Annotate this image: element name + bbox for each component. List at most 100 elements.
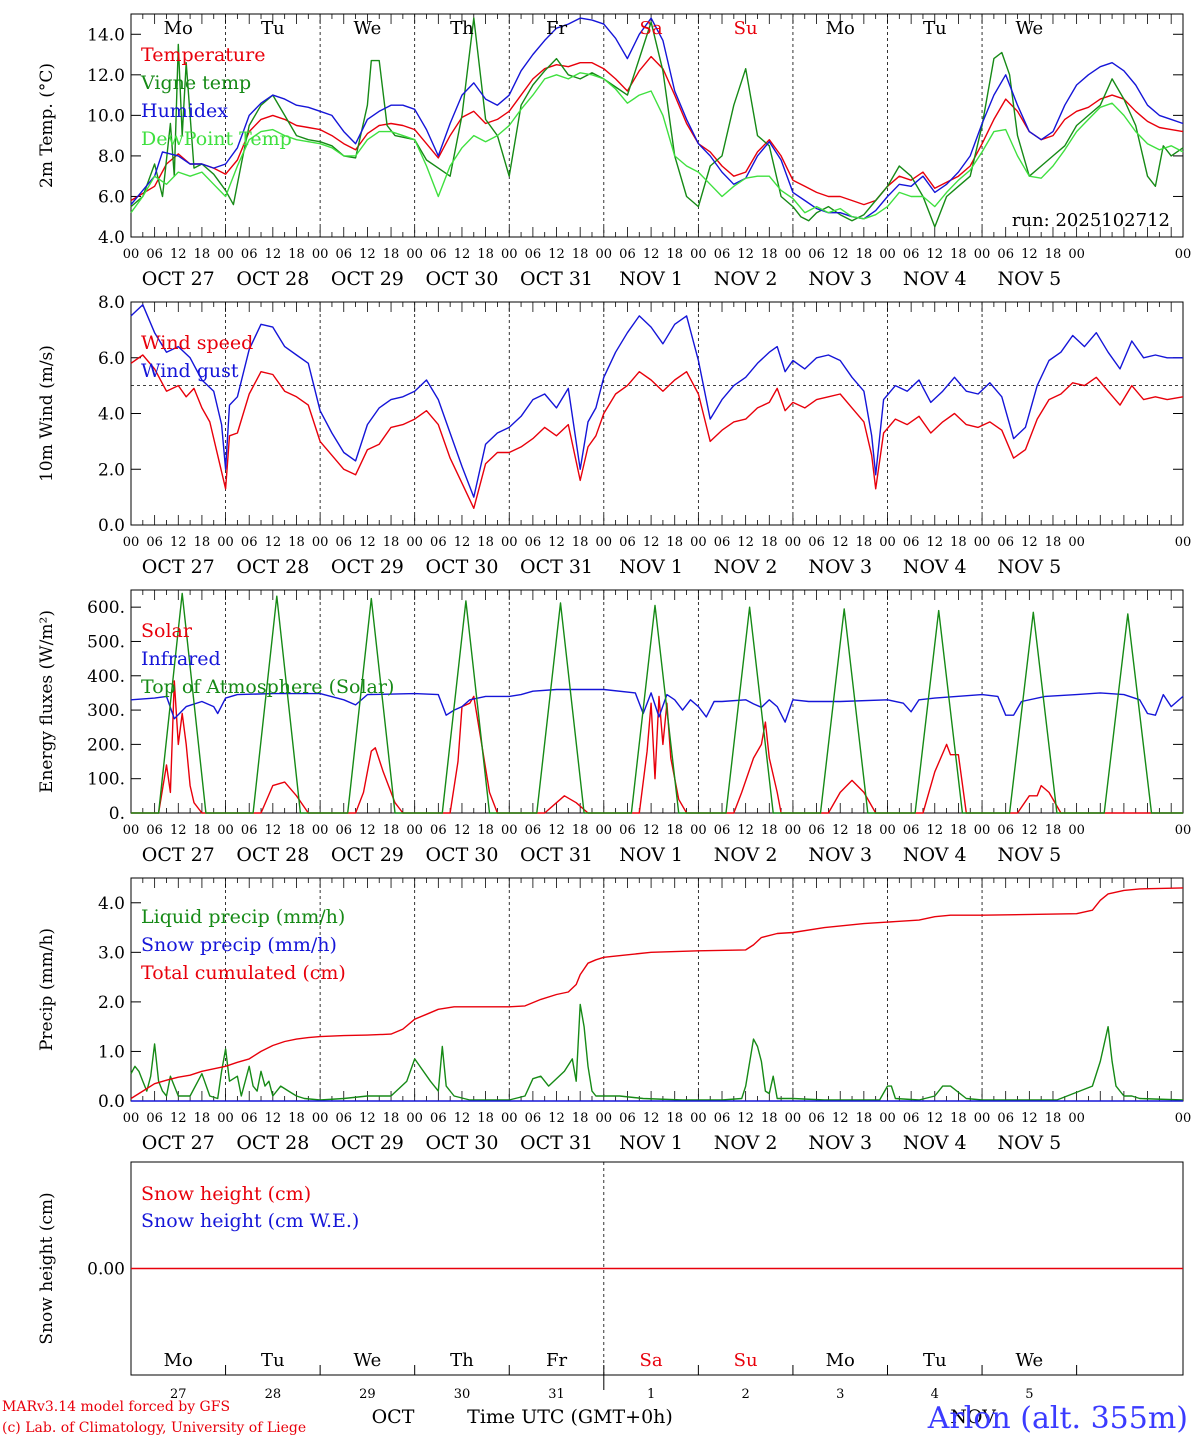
x-hour-label: 00 bbox=[1175, 1111, 1192, 1126]
x-hour-label: 00 bbox=[1068, 823, 1085, 838]
x-hour-label: 12 bbox=[737, 823, 754, 838]
day-number-label: 27 bbox=[170, 1387, 187, 1402]
x-hour-label: 00 bbox=[406, 823, 423, 838]
x-hour-label: 18 bbox=[194, 535, 211, 550]
x-hour-label: 18 bbox=[856, 247, 873, 262]
y-axis-label: 10m Wind (m/s) bbox=[37, 345, 57, 482]
x-hour-label: 00 bbox=[596, 247, 613, 262]
x-hour-label: 18 bbox=[572, 1111, 589, 1126]
x-hour-label: 12 bbox=[170, 535, 187, 550]
x-hour-label: 18 bbox=[1045, 535, 1062, 550]
x-hour-label: 06 bbox=[335, 535, 352, 550]
x-hour-label: 18 bbox=[383, 535, 400, 550]
x-hour-label: 06 bbox=[525, 1111, 542, 1126]
x-date-label: NOV 2 bbox=[714, 268, 778, 290]
x-hour-label: 12 bbox=[737, 535, 754, 550]
series-line-vigne-temp bbox=[130, 17, 1184, 228]
series-line-total-cumulated-cm- bbox=[130, 887, 1184, 1100]
y-tick-label: 0. bbox=[109, 804, 125, 824]
x-hour-label: 18 bbox=[194, 247, 211, 262]
x-hour-label: 12 bbox=[454, 1111, 471, 1126]
x-hour-label: 18 bbox=[1045, 247, 1062, 262]
y-tick-label: 400. bbox=[87, 667, 125, 687]
x-date-label: OCT 31 bbox=[520, 268, 593, 290]
x-date-label: OCT 27 bbox=[142, 1132, 215, 1154]
legend-entry: Snow precip (mm/h) bbox=[141, 934, 337, 956]
x-hour-label: 06 bbox=[903, 535, 920, 550]
x-hour-label: 06 bbox=[903, 1111, 920, 1126]
y-tick-label: 12.0 bbox=[87, 66, 125, 86]
legend-entry: Vigne temp bbox=[140, 72, 251, 94]
y-tick-label: 6.0 bbox=[98, 349, 125, 369]
x-hour-label: 12 bbox=[832, 247, 849, 262]
legend-entry: Snow height (cm) bbox=[141, 1183, 311, 1205]
x-hour-label: 00 bbox=[1068, 247, 1085, 262]
x-hour-label: 06 bbox=[997, 247, 1014, 262]
x-hour-label: 00 bbox=[501, 247, 518, 262]
x-hour-label: 00 bbox=[974, 535, 991, 550]
y-tick-label: 0.0 bbox=[98, 1092, 125, 1112]
y-axis-label: Energy fluxes (W/m²) bbox=[37, 610, 57, 793]
x-hour-label: 18 bbox=[666, 247, 683, 262]
x-hour-label: 00 bbox=[1175, 535, 1192, 550]
x-hour-label: 12 bbox=[643, 247, 660, 262]
x-date-label: OCT 30 bbox=[425, 556, 498, 578]
x-hour-label: 00 bbox=[123, 823, 140, 838]
x-hour-label: 06 bbox=[808, 823, 825, 838]
x-date-label: OCT 31 bbox=[520, 1132, 593, 1154]
x-hour-label: 06 bbox=[241, 1111, 258, 1126]
x-hour-label: 06 bbox=[335, 823, 352, 838]
x-hour-label: 18 bbox=[477, 1111, 494, 1126]
x-hour-label: 18 bbox=[761, 535, 778, 550]
x-hour-label: 18 bbox=[1045, 823, 1062, 838]
x-hour-label: 00 bbox=[1068, 1111, 1085, 1126]
x-hour-label: 06 bbox=[619, 535, 636, 550]
x-hour-label: 00 bbox=[690, 535, 707, 550]
y-tick-label: 3.0 bbox=[98, 943, 125, 963]
weekday-label-bottom: Mo bbox=[164, 1350, 193, 1371]
x-date-label: OCT 27 bbox=[142, 844, 215, 866]
panel-temperature: 4.0 6.0 8.0 10.0 12.0 14.0 2m Temp. (°C) Temper… bbox=[37, 13, 1192, 290]
x-hour-label: 00 bbox=[312, 247, 329, 262]
day-number-label: 4 bbox=[931, 1387, 939, 1402]
x-hour-label: 00 bbox=[217, 247, 234, 262]
x-hour-label: 18 bbox=[288, 535, 305, 550]
x-hour-label: 06 bbox=[430, 535, 447, 550]
x-hour-label: 18 bbox=[383, 823, 400, 838]
x-hour-label: 00 bbox=[1175, 247, 1192, 262]
day-number-label: 30 bbox=[454, 1387, 471, 1402]
x-hour-label: 18 bbox=[950, 1111, 967, 1126]
x-hour-label: 12 bbox=[643, 535, 660, 550]
weekday-label-bottom: Th bbox=[450, 1350, 474, 1371]
x-date-label: NOV 2 bbox=[714, 1132, 778, 1154]
x-date-label: OCT 30 bbox=[425, 1132, 498, 1154]
day-number-label: 3 bbox=[836, 1387, 844, 1402]
weekday-label-bottom: We bbox=[354, 1350, 382, 1371]
x-hour-label: 00 bbox=[123, 535, 140, 550]
day-number-label: 5 bbox=[1025, 1387, 1033, 1402]
month-label: NOV bbox=[950, 1406, 996, 1428]
weekday-label-bottom: Mo bbox=[826, 1350, 855, 1371]
x-hour-label: 00 bbox=[217, 535, 234, 550]
x-hour-label: 06 bbox=[146, 535, 163, 550]
x-hour-label: 06 bbox=[430, 247, 447, 262]
x-hour-label: 00 bbox=[123, 1111, 140, 1126]
x-hour-label: 00 bbox=[406, 1111, 423, 1126]
x-date-label: NOV 4 bbox=[903, 844, 967, 866]
panel-energy: 0. 100. 200. 300. 400. 500. 600. Energy fluxes … bbox=[37, 589, 1191, 866]
x-hour-label: 00 bbox=[974, 823, 991, 838]
x-hour-label: 06 bbox=[241, 535, 258, 550]
y-axis-label: Precip (mm/h) bbox=[37, 928, 57, 1051]
x-hour-label: 18 bbox=[288, 1111, 305, 1126]
x-hour-label: 00 bbox=[596, 535, 613, 550]
credit-model: MARv3.14 model forced by GFS bbox=[2, 1399, 231, 1415]
x-hour-label: 00 bbox=[312, 823, 329, 838]
y-tick-label: 4.0 bbox=[98, 228, 125, 248]
x-hour-label: 12 bbox=[170, 1111, 187, 1126]
x-date-label: NOV 1 bbox=[619, 1132, 683, 1154]
x-hour-label: 06 bbox=[903, 823, 920, 838]
x-hour-label: 18 bbox=[383, 1111, 400, 1126]
x-hour-label: 00 bbox=[690, 247, 707, 262]
x-hour-label: 18 bbox=[194, 1111, 211, 1126]
